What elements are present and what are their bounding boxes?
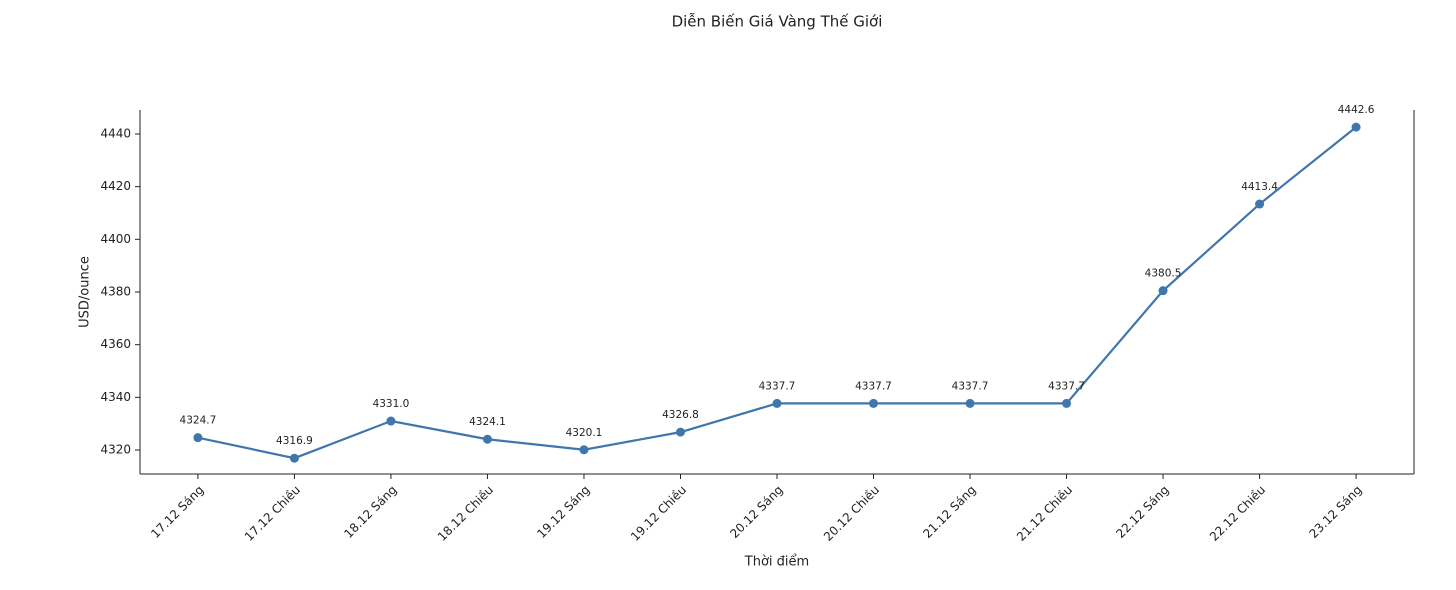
data-label: 4324.7 — [180, 415, 217, 427]
data-label: 4337.7 — [759, 380, 796, 392]
x-axis-label: Thời điểm — [744, 555, 809, 570]
data-label: 4442.6 — [1338, 104, 1375, 116]
x-tick-label: 17.12 Chiều — [242, 483, 303, 544]
x-tick-label: 22.12 Sáng — [1113, 483, 1171, 541]
data-label: 4320.1 — [566, 427, 603, 439]
point — [1158, 286, 1168, 296]
data-label: 4337.7 — [855, 380, 892, 392]
y-axis-label: USD/ounce — [78, 256, 93, 328]
point — [289, 453, 299, 463]
point — [1351, 122, 1361, 132]
data-label: 4337.7 — [1048, 380, 1085, 392]
point — [386, 416, 396, 426]
x-tick-label: 19.12 Chiều — [628, 483, 689, 544]
point — [675, 427, 685, 437]
data-label: 4326.8 — [662, 409, 699, 421]
x-tick-label: 20.12 Chiều — [821, 483, 882, 544]
x-tick-label: 18.12 Sáng — [341, 483, 399, 541]
x-tick-label: 22.12 Chiều — [1207, 483, 1268, 544]
y-tick-label: 4360 — [100, 337, 131, 351]
x-tick-label: 21.12 Chiều — [1014, 483, 1075, 544]
y-tick-label: 4420 — [100, 179, 131, 193]
data-label: 4337.7 — [952, 380, 989, 392]
data-label: 4413.4 — [1241, 181, 1278, 193]
y-tick-label: 4380 — [100, 285, 131, 299]
point — [1255, 199, 1265, 209]
data-label: 4331.0 — [373, 398, 410, 410]
point — [193, 433, 203, 443]
y-tick-label: 4440 — [100, 126, 131, 140]
point — [869, 398, 879, 408]
x-tick-label: 21.12 Sáng — [920, 483, 978, 541]
chart-title: Diễn Biến Giá Vàng Thế Giới — [672, 13, 883, 31]
data-label: 4316.9 — [276, 435, 313, 447]
x-tick-label: 17.12 Sáng — [148, 483, 206, 541]
point — [579, 445, 589, 455]
y-tick-label: 4320 — [100, 443, 131, 457]
x-tick-label: 19.12 Sáng — [534, 483, 592, 541]
point — [482, 434, 492, 444]
point — [772, 398, 782, 408]
y-tick-label: 4340 — [100, 390, 131, 404]
x-tick-label: 23.12 Sáng — [1306, 483, 1364, 541]
data-label: 4380.5 — [1145, 268, 1182, 280]
x-tick-label: 20.12 Sáng — [727, 483, 785, 541]
point — [965, 398, 975, 408]
data-label: 4324.1 — [469, 416, 506, 428]
x-tick-label: 18.12 Chiều — [435, 483, 496, 544]
point — [1062, 398, 1072, 408]
y-tick-label: 4400 — [100, 232, 131, 246]
